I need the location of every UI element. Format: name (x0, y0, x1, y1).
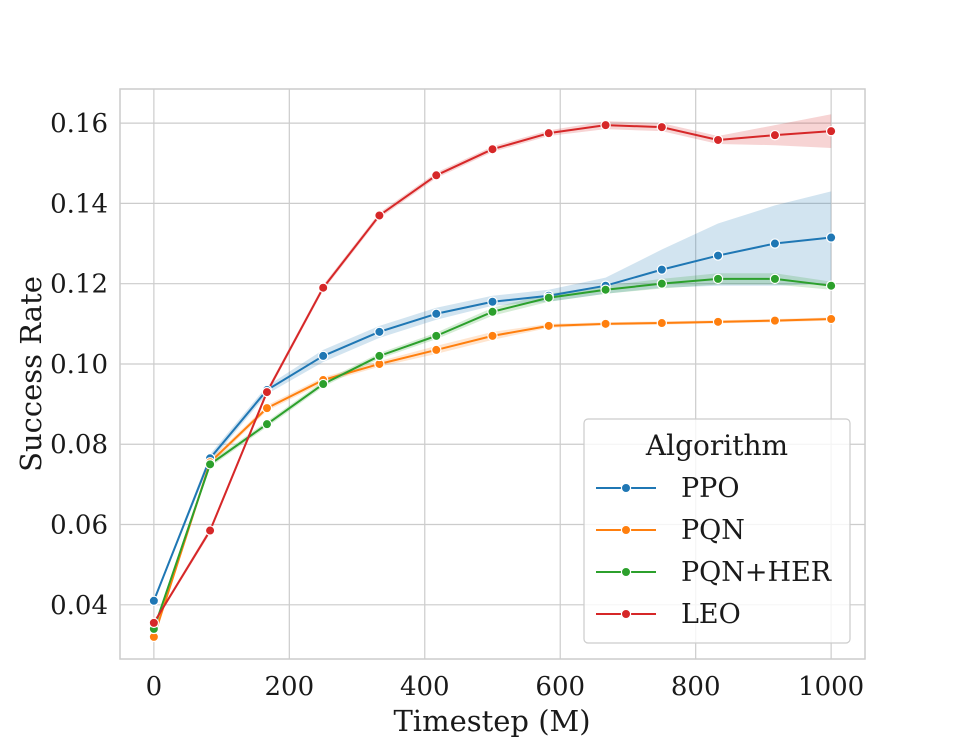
legend-items: PPO PQN PQN+HER LEO (596, 473, 832, 630)
point-pqn-her-417 (431, 330, 442, 342)
point-ppo-333 (374, 326, 385, 338)
point-pqn-667 (600, 318, 611, 330)
y-tick-labels: 0.04 0.06 0.08 0.10 0.12 0.14 0.16 (50, 109, 108, 621)
legend-marker-pqn-her (620, 566, 632, 578)
point-ppo-917 (769, 238, 781, 249)
plot-area-frame (119, 88, 866, 660)
legend-item-pqn: PQN (596, 515, 745, 546)
point-leo-583 (543, 127, 554, 139)
x-tick-label-800: 800 (671, 672, 721, 702)
legend-marker-leo (620, 608, 632, 620)
y-tick-label-0.08: 0.08 (50, 430, 108, 460)
y-tick-label-0.12: 0.12 (50, 270, 108, 300)
point-leo-667 (600, 119, 611, 131)
point-leo-1000 (825, 125, 837, 137)
legend-label-pqn: PQN (681, 515, 745, 546)
point-pqn-her-250 (317, 378, 329, 390)
point-ppo-417 (431, 308, 442, 319)
point-pqn-1000 (825, 313, 837, 325)
legend-label-pqn-her: PQN+HER (681, 557, 832, 588)
y-tick-label-0.14: 0.14 (50, 189, 108, 219)
legend-label-leo: LEO (681, 599, 741, 630)
point-pqn-her-583 (543, 292, 554, 303)
point-pqn-her-167 (261, 418, 273, 430)
x-tick-label-600: 600 (535, 672, 585, 702)
legend-marker-ppo (620, 482, 632, 494)
y-tick-label-0.06: 0.06 (50, 511, 108, 541)
legend-item-pqn-her: PQN+HER (596, 557, 832, 588)
point-leo-83 (204, 525, 216, 536)
y-tick-label-0.04: 0.04 (50, 591, 108, 621)
point-leo-417 (431, 170, 442, 181)
x-tick-label-400: 400 (400, 672, 450, 702)
point-ppo-0 (148, 595, 160, 606)
point-pqn-her-667 (600, 284, 611, 295)
legend-label-ppo: PPO (681, 473, 739, 504)
point-pqn-833 (712, 316, 724, 328)
legend-box (583, 418, 851, 644)
point-pqn-500 (487, 330, 498, 342)
point-leo-750 (656, 121, 668, 133)
point-leo-0 (148, 617, 160, 629)
point-pqn-her-750 (656, 278, 668, 289)
point-leo-833 (712, 134, 724, 146)
point-pqn-her-1000 (825, 280, 837, 291)
y-tick-label-0.16: 0.16 (50, 109, 108, 139)
x-axis-label: Timestep (M) (393, 704, 590, 738)
point-leo-250 (317, 282, 329, 293)
series-markers (148, 119, 837, 643)
point-leo-167 (261, 386, 273, 398)
x-tick-label-200: 200 (264, 672, 314, 702)
point-pqn-her-83 (204, 459, 216, 470)
point-ppo-500 (487, 296, 498, 307)
point-leo-500 (487, 144, 498, 155)
point-ppo-750 (656, 264, 668, 275)
y-axis-label: Success Rate (14, 276, 48, 472)
point-ppo-250 (317, 350, 329, 362)
point-pqn-750 (656, 317, 668, 329)
point-pqn-her-917 (769, 273, 781, 285)
y-tick-label-0.10: 0.10 (50, 350, 108, 380)
point-leo-917 (769, 129, 781, 141)
x-tick-label-1000: 1000 (798, 672, 864, 702)
legend: Algorithm PPO PQN PQN+HER LEO (583, 418, 851, 644)
point-pqn-167 (261, 402, 273, 414)
legend-item-ppo: PPO (596, 473, 739, 504)
legend-item-leo: LEO (596, 599, 741, 630)
point-pqn-her-500 (487, 306, 498, 317)
confidence-bands (153, 114, 832, 639)
point-ppo-833 (712, 250, 724, 261)
legend-marker-pqn (620, 524, 632, 536)
x-tick-label-0: 0 (146, 672, 163, 702)
point-leo-333 (374, 210, 385, 221)
point-ppo-1000 (825, 232, 837, 243)
point-pqn-her-333 (374, 350, 385, 362)
x-tick-labels: 0 200 400 600 800 1000 (146, 672, 865, 702)
point-pqn-917 (769, 315, 781, 326)
point-pqn-583 (543, 320, 554, 332)
legend-title: Algorithm (645, 429, 788, 462)
band-ppo (153, 191, 832, 603)
point-pqn-417 (431, 344, 442, 356)
point-pqn-her-833 (712, 273, 724, 285)
